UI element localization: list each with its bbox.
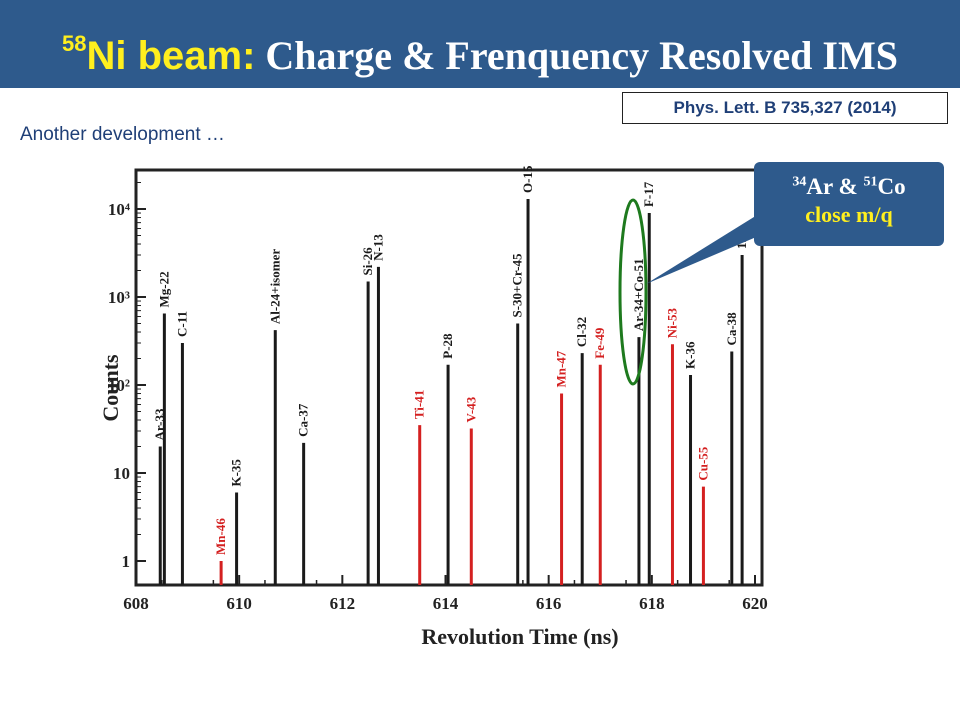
peak-label: Ar-34+Co-51	[631, 258, 646, 331]
peak-label: Ni-53	[664, 307, 679, 338]
peak-label: V-43	[463, 396, 478, 422]
callout-line2: close m/q	[805, 202, 893, 227]
peak-label: Fe-49	[592, 327, 607, 359]
slide-title: 58Ni beam: Charge & Frenquency Resolved …	[0, 0, 960, 88]
callout-el2: Co	[877, 174, 906, 199]
y-tick-label: 10⁴	[108, 200, 130, 219]
x-tick-label: 612	[330, 594, 356, 613]
peaks-group	[158, 198, 744, 585]
peak-label: F-17	[641, 181, 656, 207]
peak-label: O-15	[520, 165, 535, 193]
x-tick-label: 618	[639, 594, 665, 613]
peak-label: Mn-47	[554, 350, 569, 387]
title-bar	[0, 0, 960, 88]
peak-label: K-35	[229, 459, 244, 487]
peak-label: S-30+Cr-45	[510, 253, 525, 317]
peak-label: Si-26	[360, 247, 375, 276]
peak-label: Ca-37	[296, 403, 311, 437]
x-tick-label: 616	[536, 594, 562, 613]
title-rest: Charge & Frenquency Resolved IMS	[255, 33, 898, 78]
y-tick-label: 1	[122, 552, 131, 571]
subtitle: Another development …	[20, 124, 225, 145]
peak-label: Ti-41	[412, 390, 427, 419]
y-tick-label: 10	[113, 464, 130, 483]
title-beam: Ni beam:	[86, 34, 256, 78]
peak-label: N-13	[370, 234, 385, 261]
peak-labels-group: Ar-33 Mg-22C-11 Mn-46 K-35 Al-24+isomer Ca-37…	[152, 165, 749, 555]
peak-label: Ar-33	[152, 408, 167, 441]
title-isotope: 58	[62, 31, 87, 56]
x-axis-label: Revolution Time (ns)	[421, 624, 618, 649]
peak-label: Ca-38	[724, 312, 739, 346]
callout-iso2: 51	[863, 174, 878, 190]
x-tick-label: 614	[433, 594, 459, 613]
x-tick-label: 620	[742, 594, 768, 613]
x-tick-label: 608	[123, 594, 149, 613]
y-axis-label: Counts	[98, 354, 123, 422]
highlight-ellipse	[618, 198, 648, 386]
callout-box: 34Ar & 51Co close m/q	[754, 162, 944, 246]
callout-iso1: 34	[792, 174, 807, 190]
peak-label: K-36	[683, 341, 698, 369]
peak-label: Al-24+isomer	[267, 249, 282, 325]
y-tick-label: 10²	[108, 376, 130, 395]
callout-line1: 34Ar & 51Co	[754, 162, 944, 200]
peak-label: Cu-55	[695, 446, 710, 480]
axis-ticks: 608 610 612 614 616 618 620 1 10 10² 10³ 10⁴	[108, 182, 768, 613]
y-tick-label: 10³	[108, 288, 130, 307]
peak-label: P-28	[440, 333, 455, 359]
reference-box: Phys. Lett. B 735,327 (2014)	[622, 92, 948, 124]
peak-label: Mg-22	[156, 271, 171, 307]
callout-el1: Ar &	[806, 174, 864, 199]
x-tick-label: 610	[226, 594, 252, 613]
peak-label: Cl-32	[574, 317, 589, 347]
peak-label: Mn-46	[213, 518, 228, 555]
callout-pointer	[646, 212, 768, 284]
peak-label: C-11	[174, 311, 189, 337]
